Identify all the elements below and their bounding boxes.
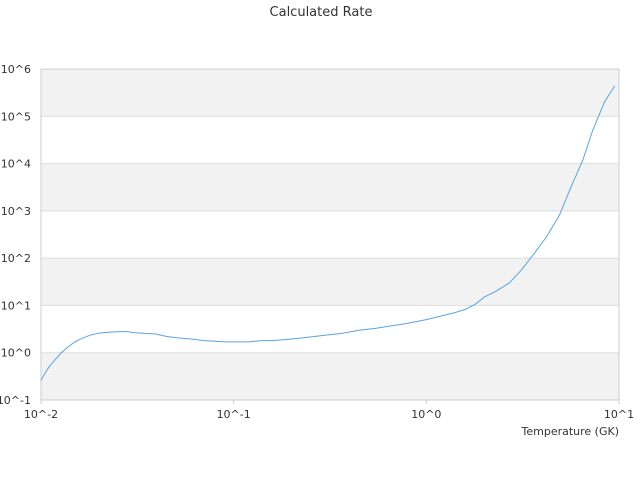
y-axis-ticks: 10^-1 10^0 10^1 10^2 10^3 10^4 10^5 10^6 <box>0 63 31 407</box>
grid-band <box>41 352 619 400</box>
y-tick-label: 10^0 <box>1 347 31 360</box>
x-tick-label: 10^-2 <box>24 408 58 421</box>
y-tick-label: 10^3 <box>1 205 31 218</box>
y-tick-label: 10^6 <box>1 63 31 76</box>
chart-title: Calculated Rate <box>270 5 373 20</box>
y-tick-label: 10^-1 <box>0 394 31 407</box>
series-line-0 <box>40 85 616 381</box>
series-layer <box>40 85 616 381</box>
y-tick-label: 10^1 <box>1 299 31 312</box>
grid-band <box>41 258 619 306</box>
plot-frame <box>40 68 620 401</box>
x-tick-label: 10^1 <box>604 408 634 421</box>
x-tick-label: 10^-1 <box>217 408 251 421</box>
y-tick-label: 10^4 <box>1 158 31 171</box>
grid-band <box>41 69 619 117</box>
y-tick-label: 10^5 <box>1 110 31 123</box>
x-tick-label: 10^0 <box>411 408 441 421</box>
alternating-bands <box>41 69 619 400</box>
gridlines <box>41 68 619 401</box>
grid-band <box>41 163 619 211</box>
y-tick-label: 10^2 <box>1 252 31 265</box>
x-axis-ticks: 10^-2 10^-1 10^0 10^1 <box>24 400 634 421</box>
x-axis-label: Temperature (GK) <box>521 425 620 438</box>
